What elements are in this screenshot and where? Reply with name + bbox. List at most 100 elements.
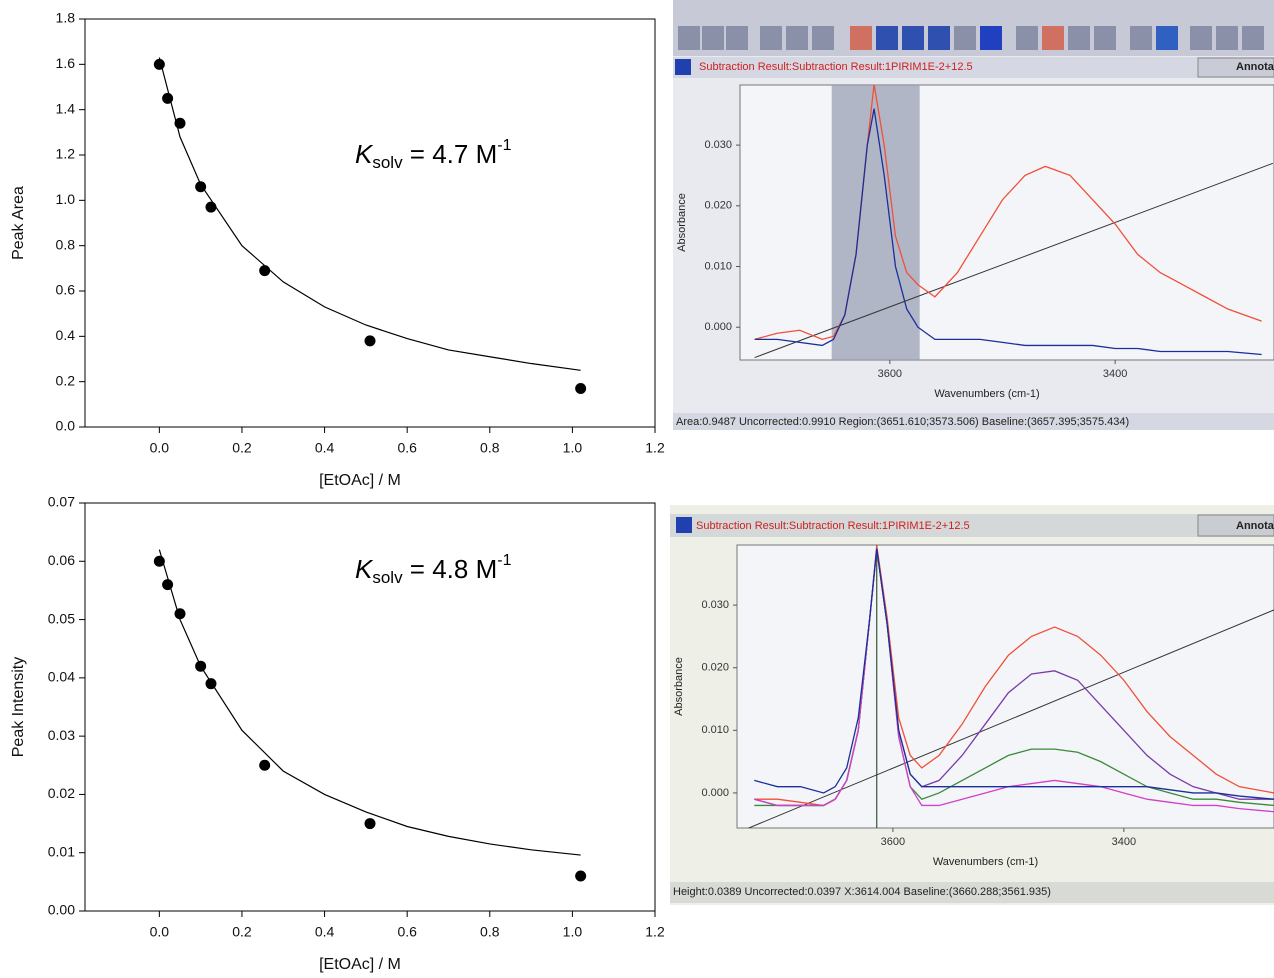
status-text: Height:0.0389 Uncorrected:0.0397 X:3614.… (673, 886, 1051, 898)
annotation-subscript: solv (372, 153, 403, 172)
x-tick-label: 0.8 (480, 924, 500, 940)
x-tick-label: 0.4 (315, 440, 335, 456)
baseline (747, 609, 1274, 828)
annotation-symbol: K (355, 554, 374, 584)
x-tick-label: 0.6 (397, 440, 417, 456)
y-tick-label: 0.6 (56, 282, 76, 298)
x-tick-label: 3400 (1103, 368, 1127, 380)
annotation: Ksolv = 4.7 M-1 (355, 137, 512, 172)
fit-curve (158, 549, 581, 856)
baseline (754, 162, 1274, 359)
annotate-button[interactable] (1197, 57, 1274, 78)
y-axis-label: Peak Intensity (10, 657, 27, 758)
data-point (364, 818, 376, 830)
status-bar (673, 413, 1274, 430)
plot-frame (84, 18, 656, 428)
y-axis-label: Absorbance (673, 657, 685, 716)
title-bar-text: Subtraction Result:Subtraction Result:1P… (699, 61, 973, 73)
y-tick-label: 0.020 (704, 200, 732, 212)
x-tick-label: 1.0 (563, 440, 583, 456)
x-axis-label: Wavenumbers (cm-1) (933, 856, 1038, 868)
fit-curve (158, 57, 581, 371)
x-tick-label: 0.4 (315, 924, 335, 940)
x-axis-label: [EtOAc] / M (319, 472, 401, 489)
y-tick-label: 0.2 (56, 372, 76, 388)
y-axis-label: Peak Area (10, 186, 27, 260)
spectrum-line (754, 548, 1274, 813)
x-tick-label: 3600 (881, 836, 905, 848)
button-label[interactable]: Annota (1236, 520, 1274, 532)
spectra (754, 85, 1274, 359)
x-tick-label: 1.0 (563, 924, 583, 940)
y-tick-label: 0.020 (701, 662, 729, 674)
x-tick-label: 0.8 (480, 440, 500, 456)
y-tick-label: 0.000 (704, 321, 732, 333)
x-axis-label: [EtOAc] / M (319, 956, 401, 973)
y-tick-label: 0.030 (701, 599, 729, 611)
data-point (195, 181, 207, 193)
y-tick-label: 0.000 (701, 787, 729, 799)
y-tick-label: 0.05 (48, 610, 75, 626)
y-tick-label: 0.02 (48, 785, 75, 801)
x-tick-label: 0.6 (397, 924, 417, 940)
plot-area (739, 84, 1274, 361)
data-point (364, 335, 376, 347)
plot-area (736, 544, 1274, 829)
spectra (747, 545, 1274, 828)
annotate-button[interactable] (1197, 514, 1274, 537)
y-tick-label: 0.01 (48, 843, 75, 859)
x-tick-label: 0.0 (150, 924, 170, 940)
status-bar (670, 882, 1274, 903)
data-point (259, 759, 271, 771)
data-point (205, 678, 217, 690)
x-tick-label: 3600 (878, 368, 902, 380)
y-tick-label: 0.8 (56, 236, 76, 252)
y-tick-label: 0.06 (48, 552, 75, 568)
title-bar-text: Subtraction Result:Subtraction Result:1P… (696, 520, 970, 532)
data-point (195, 660, 207, 672)
x-axis-label: Wavenumbers (cm-1) (934, 388, 1039, 400)
y-tick-label: 0.010 (701, 724, 729, 736)
data-point (174, 608, 186, 620)
button-label[interactable]: Annota (1236, 61, 1274, 73)
y-axis-label: Absorbance (676, 193, 688, 252)
spectrum-line (754, 108, 1262, 356)
spectrum-line (754, 548, 1274, 800)
x-tick-label: 3400 (1112, 836, 1136, 848)
toolbar-icons (678, 26, 1264, 50)
y-tick-label: 1.8 (56, 10, 76, 26)
y-tick-label: 1.4 (56, 100, 76, 116)
data-point (162, 92, 174, 104)
annotation-text: = 4.7 M (403, 139, 498, 169)
title-bar (670, 514, 1274, 537)
annotation-superscript: -1 (497, 137, 511, 154)
info-icon (676, 517, 692, 533)
x-tick-label: 1.2 (645, 924, 665, 940)
y-tick-label: 1.6 (56, 55, 76, 71)
y-tick-label: 1.0 (56, 191, 76, 207)
y-tick-label: 0.4 (56, 327, 76, 343)
x-tick-label: 0.0 (150, 440, 170, 456)
data-point (162, 579, 174, 591)
y-tick-label: 1.2 (56, 146, 76, 162)
status-text: Area:0.9487 Uncorrected:0.9910 Region:(3… (676, 416, 1129, 428)
y-tick-label: 0.00 (48, 902, 75, 918)
annotation-text: = 4.8 M (403, 554, 498, 584)
x-tick-label: 0.2 (232, 924, 252, 940)
x-tick-label: 1.2 (645, 440, 665, 456)
data-point (259, 265, 271, 277)
y-tick-label: 0.04 (48, 669, 75, 685)
x-tick-label: 0.2 (232, 440, 252, 456)
info-icon (675, 59, 691, 75)
annotation-subscript: solv (372, 568, 403, 587)
data-point (153, 555, 165, 567)
annotation-superscript: -1 (497, 552, 511, 569)
y-tick-label: 0.030 (704, 139, 732, 151)
plot-frame (84, 502, 656, 912)
y-tick-label: 0.07 (48, 494, 75, 510)
annotation: Ksolv = 4.8 M-1 (355, 552, 512, 587)
title-bar (673, 57, 1274, 78)
y-tick-label: 0.03 (48, 727, 75, 743)
data-point (575, 382, 587, 394)
